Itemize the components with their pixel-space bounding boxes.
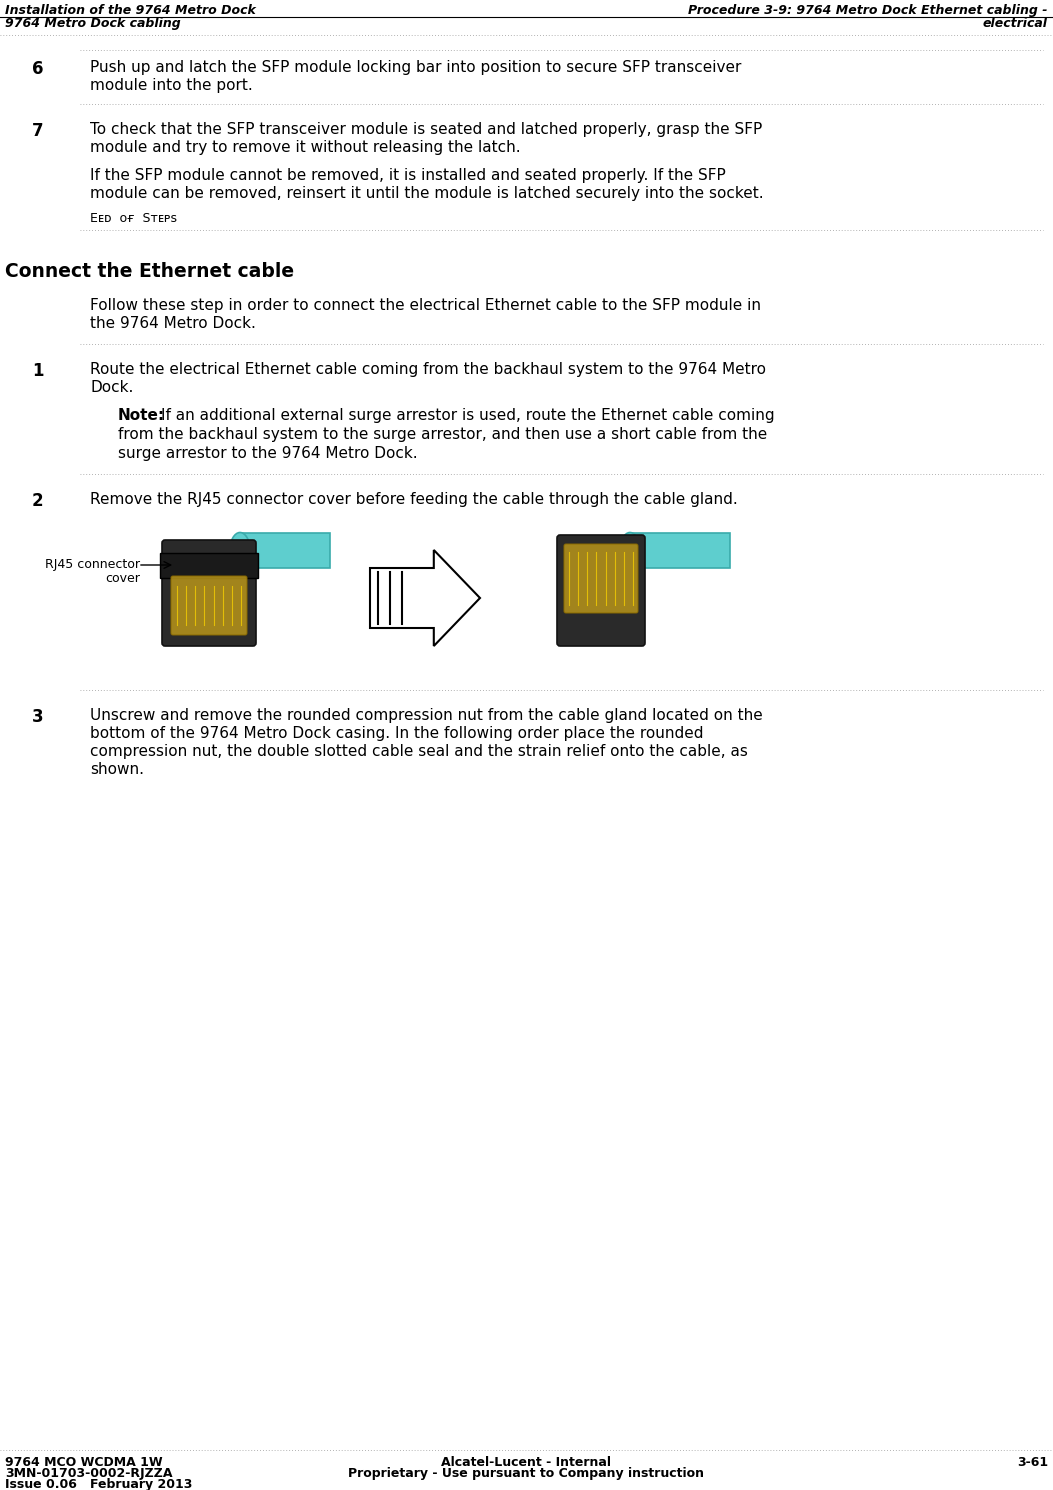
FancyBboxPatch shape bbox=[162, 539, 256, 647]
FancyBboxPatch shape bbox=[557, 535, 645, 647]
Text: from the backhaul system to the surge arrestor, and then use a short cable from : from the backhaul system to the surge ar… bbox=[118, 428, 768, 443]
Ellipse shape bbox=[620, 532, 640, 568]
Text: module into the port.: module into the port. bbox=[90, 77, 253, 92]
Text: 7: 7 bbox=[32, 122, 43, 140]
Text: Procedure 3-9: 9764 Metro Dock Ethernet cabling -: Procedure 3-9: 9764 Metro Dock Ethernet … bbox=[689, 4, 1048, 16]
Text: Issue 0.06   February 2013: Issue 0.06 February 2013 bbox=[5, 1478, 193, 1490]
Polygon shape bbox=[370, 550, 480, 647]
Text: 6: 6 bbox=[32, 60, 43, 77]
Text: compression nut, the double slotted cable seal and the strain relief onto the ca: compression nut, the double slotted cabl… bbox=[90, 744, 748, 758]
Text: the 9764 Metro Dock.: the 9764 Metro Dock. bbox=[90, 316, 256, 331]
Polygon shape bbox=[160, 553, 258, 578]
Text: Route the electrical Ethernet cable coming from the backhaul system to the 9764 : Route the electrical Ethernet cable comi… bbox=[90, 362, 766, 377]
FancyBboxPatch shape bbox=[564, 544, 638, 612]
Text: module and try to remove it without releasing the latch.: module and try to remove it without rele… bbox=[90, 140, 520, 155]
Text: 2: 2 bbox=[32, 492, 43, 510]
Text: If the SFP module cannot be removed, it is installed and seated properly. If the: If the SFP module cannot be removed, it … bbox=[90, 168, 726, 183]
Text: Alcatel-Lucent - Internal: Alcatel-Lucent - Internal bbox=[441, 1456, 611, 1469]
Text: 3: 3 bbox=[32, 708, 43, 726]
Text: cover: cover bbox=[105, 572, 140, 586]
Text: Unscrew and remove the rounded compression nut from the cable gland located on t: Unscrew and remove the rounded compressi… bbox=[90, 708, 762, 723]
Text: 9764 Metro Dock cabling: 9764 Metro Dock cabling bbox=[5, 16, 181, 30]
Text: Push up and latch the SFP module locking bar into position to secure SFP transce: Push up and latch the SFP module locking… bbox=[90, 60, 741, 74]
Text: Follow these step in order to connect the electrical Ethernet cable to the SFP m: Follow these step in order to connect th… bbox=[90, 298, 761, 313]
Text: bottom of the 9764 Metro Dock casing. In the following order place the rounded: bottom of the 9764 Metro Dock casing. In… bbox=[90, 726, 703, 741]
Text: Dock.: Dock. bbox=[90, 380, 134, 395]
Text: surge arrestor to the 9764 Metro Dock.: surge arrestor to the 9764 Metro Dock. bbox=[118, 446, 418, 460]
Text: RJ45 connector: RJ45 connector bbox=[45, 557, 140, 571]
Text: If an additional external surge arrestor is used, route the Ethernet cable comin: If an additional external surge arrestor… bbox=[161, 408, 775, 423]
Text: Note:: Note: bbox=[118, 408, 165, 423]
Text: Proprietary - Use pursuant to Company instruction: Proprietary - Use pursuant to Company in… bbox=[347, 1468, 704, 1480]
Polygon shape bbox=[630, 533, 730, 568]
FancyBboxPatch shape bbox=[171, 577, 247, 635]
Text: 9764 MCO WCDMA 1W: 9764 MCO WCDMA 1W bbox=[5, 1456, 162, 1469]
Text: 3MN-01703-0002-RJZZA: 3MN-01703-0002-RJZZA bbox=[5, 1468, 173, 1480]
Text: module can be removed, reinsert it until the module is latched securely into the: module can be removed, reinsert it until… bbox=[90, 186, 763, 201]
Text: Eᴇᴅ  ᴏғ  Sᴛᴇᴘѕ: Eᴇᴅ ᴏғ Sᴛᴇᴘѕ bbox=[90, 212, 177, 225]
Text: Installation of the 9764 Metro Dock: Installation of the 9764 Metro Dock bbox=[5, 4, 256, 16]
Text: electrical: electrical bbox=[984, 16, 1048, 30]
Text: To check that the SFP transceiver module is seated and latched properly, grasp t: To check that the SFP transceiver module… bbox=[90, 122, 762, 137]
Text: 1: 1 bbox=[32, 362, 43, 380]
Text: Connect the Ethernet cable: Connect the Ethernet cable bbox=[5, 262, 294, 282]
Text: Remove the RJ45 connector cover before feeding the cable through the cable gland: Remove the RJ45 connector cover before f… bbox=[90, 492, 738, 507]
Text: 3-61: 3-61 bbox=[1017, 1456, 1048, 1469]
Text: shown.: shown. bbox=[90, 761, 144, 776]
Ellipse shape bbox=[230, 532, 250, 568]
Polygon shape bbox=[240, 533, 330, 568]
